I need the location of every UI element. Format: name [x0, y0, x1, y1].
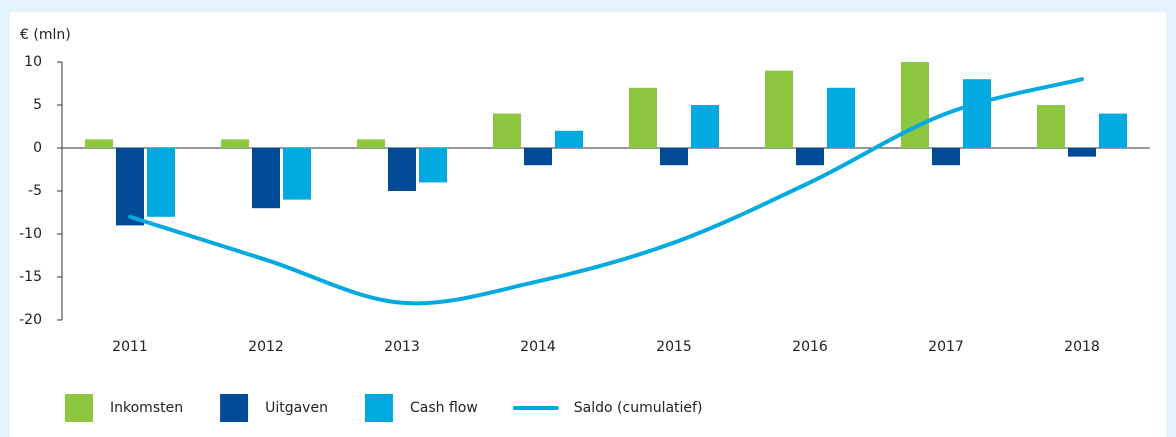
- bar: [524, 148, 552, 166]
- bar: [1037, 105, 1065, 148]
- line: [128, 77, 1084, 306]
- x-tick-label: 2017: [928, 339, 964, 355]
- y-axis-label: € (mln): [20, 27, 71, 43]
- x-tick-label: 2012: [248, 339, 284, 355]
- bar: [116, 148, 144, 226]
- bar: [963, 79, 991, 148]
- bar: [932, 148, 960, 166]
- bar: [691, 105, 719, 148]
- bar: [493, 113, 521, 148]
- legend-swatch: [220, 394, 249, 422]
- bar: [796, 148, 824, 166]
- legend-swatch: [65, 394, 93, 422]
- bar: [252, 148, 280, 209]
- bar: [357, 139, 385, 148]
- bar: [1068, 148, 1096, 157]
- legend-label: Saldo (cumulatief): [574, 400, 703, 416]
- bar: [388, 148, 416, 191]
- bar: [283, 148, 311, 200]
- bar: [555, 130, 583, 148]
- x-tick-label: 2016: [792, 339, 828, 355]
- x-tick-label: 2013: [384, 339, 420, 355]
- y-tick-label: 5: [33, 97, 42, 113]
- legend-label: Inkomsten: [110, 400, 183, 416]
- bar: [901, 62, 929, 148]
- x-tick-label: 2015: [656, 339, 692, 355]
- y-tick-label: -10: [19, 226, 42, 242]
- bar: [827, 87, 855, 148]
- panel: [10, 12, 1166, 437]
- bar: [147, 148, 175, 217]
- y-tick-label: -5: [28, 183, 42, 199]
- bar: [221, 139, 249, 148]
- legend-label: Cash flow: [410, 400, 478, 416]
- bar: [629, 87, 657, 148]
- bar: [660, 148, 688, 166]
- legend-label: Uitgaven: [265, 400, 328, 416]
- bar: [1099, 113, 1127, 148]
- y-tick-label: 0: [33, 140, 42, 156]
- legend-swatch: [364, 394, 393, 422]
- bar: [419, 148, 447, 183]
- bar: [765, 70, 793, 148]
- y-tick-label: -15: [19, 269, 42, 285]
- y-tick-label: 10: [24, 54, 42, 70]
- bar: [85, 139, 113, 148]
- x-tick-label: 2018: [1064, 339, 1100, 355]
- y-tick-label: -20: [19, 312, 42, 328]
- x-tick-label: 2011: [112, 339, 148, 355]
- x-tick-label: 2014: [520, 339, 556, 355]
